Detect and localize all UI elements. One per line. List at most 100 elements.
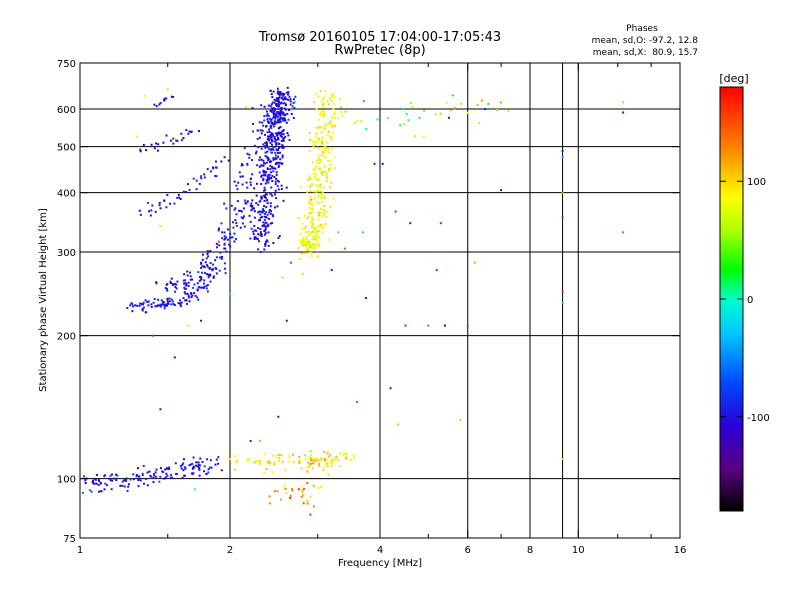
point-e-trace-2 [278, 457, 281, 460]
point-e-trace [166, 467, 169, 470]
point-e-trace-2 [305, 466, 308, 469]
point-o-band-wall [275, 177, 278, 180]
point-o-hook-2 [183, 287, 186, 290]
point-isolated [277, 415, 280, 418]
point-isolated [229, 292, 231, 295]
point-o-band-wall [264, 196, 267, 199]
point-x-band [329, 186, 332, 189]
point-x-band [318, 214, 321, 217]
y-tick-label: 75 [63, 534, 76, 545]
point-x-band [320, 131, 323, 134]
point-o-band-wall [259, 164, 262, 167]
point-x-band [325, 123, 328, 126]
point-o-band-wall [261, 211, 264, 214]
point-o-band-wall [270, 132, 273, 135]
point-e-trace [159, 467, 162, 470]
point-o-band-wall [264, 155, 267, 158]
stats-line-x: mean, sd,X: 80.9, 15.7 [593, 48, 698, 58]
point-o-band-wall [272, 156, 275, 159]
point-e-trace [169, 476, 172, 479]
point-o-band-wall [264, 151, 267, 154]
point-o-band-wall [274, 132, 277, 135]
point-e-trace [196, 465, 199, 468]
point-o-hook [184, 299, 187, 302]
point-o-hook [226, 238, 229, 241]
point-o-band-wall [272, 170, 275, 173]
point-x-band [323, 110, 326, 113]
point-o-hook-2 [230, 204, 233, 207]
point-x-band [319, 211, 322, 214]
point-o-hook [228, 243, 231, 246]
point-o-band-wall [280, 133, 283, 136]
point-x-band [316, 190, 319, 193]
point-o-band-wall [278, 121, 281, 124]
point-o-band-wall [274, 163, 277, 166]
point-x-band [329, 164, 332, 167]
point-o-band-wall [287, 134, 290, 137]
point-o-band-wall [270, 171, 273, 174]
point-o-band-wall [255, 237, 258, 240]
point-o-band-wall [279, 108, 282, 111]
point-o-hook [196, 282, 199, 285]
point-o-hook [159, 303, 162, 306]
point-isolated [487, 102, 490, 105]
point-o-band-wall [270, 151, 273, 154]
point-e-trace-2 [298, 456, 301, 459]
point-e-trace-2 [277, 453, 280, 456]
point-o-band-wall [269, 124, 272, 127]
point-x-band [319, 223, 322, 226]
point-e-trace [98, 490, 101, 493]
point-o-band-wall [270, 110, 273, 113]
x-tick-label: 16 [674, 545, 687, 556]
point-o-hook-2 [220, 222, 223, 225]
point-o-band-wall [267, 176, 270, 179]
point-es-patch [300, 495, 303, 498]
point-o-band-wall [253, 216, 256, 219]
point-o-hook [253, 210, 256, 213]
point-o-hook [139, 302, 142, 305]
point-o-band-wall [276, 97, 279, 100]
point-x-band [316, 200, 319, 203]
point-o-echo-high [159, 207, 162, 210]
point-isolated [561, 149, 564, 152]
point-x-band [329, 123, 332, 126]
point-isolated [249, 440, 252, 443]
point-o-band-wall [262, 221, 265, 224]
point-o-band-wall [262, 159, 265, 162]
point-x-band [334, 167, 337, 170]
point-o-echo-high [165, 206, 168, 209]
point-o-echo-high [151, 204, 154, 207]
point-o-hook [142, 306, 145, 309]
point-e-trace-2 [339, 465, 342, 468]
point-o-band-wall [275, 148, 278, 151]
point-e-trace [206, 458, 209, 461]
point-x-band [323, 114, 326, 117]
point-e-trace [189, 463, 192, 466]
point-isolated [435, 268, 438, 271]
point-o-band-wall [273, 135, 276, 138]
point-o-hook-2 [189, 278, 192, 281]
point-o-hook [158, 304, 161, 307]
point-x-band [332, 197, 335, 200]
point-o-hook [206, 273, 209, 276]
point-o-echo-top [139, 150, 142, 153]
point-scatter-4to6 [414, 135, 417, 138]
point-isolated [293, 101, 296, 104]
point-e-trace [105, 484, 108, 487]
point-o-band-wall [265, 143, 268, 146]
point-o-echo-high [148, 210, 151, 213]
point-e-trace-2 [343, 452, 346, 455]
point-e-trace [192, 466, 195, 469]
point-x-band [312, 207, 315, 210]
point-o-band-wall [276, 148, 279, 151]
point-e-trace-2 [271, 471, 274, 474]
point-o-hook-2 [184, 279, 187, 282]
point-o-band-wall [284, 108, 287, 111]
point-scatter-4to6 [453, 107, 456, 110]
point-x-band [312, 229, 315, 232]
point-o-echo-high [195, 179, 198, 182]
point-o-band-wall [264, 232, 267, 235]
point-x-band [322, 208, 325, 211]
point-x-band [321, 214, 324, 217]
point-o-band-wall [259, 216, 262, 219]
